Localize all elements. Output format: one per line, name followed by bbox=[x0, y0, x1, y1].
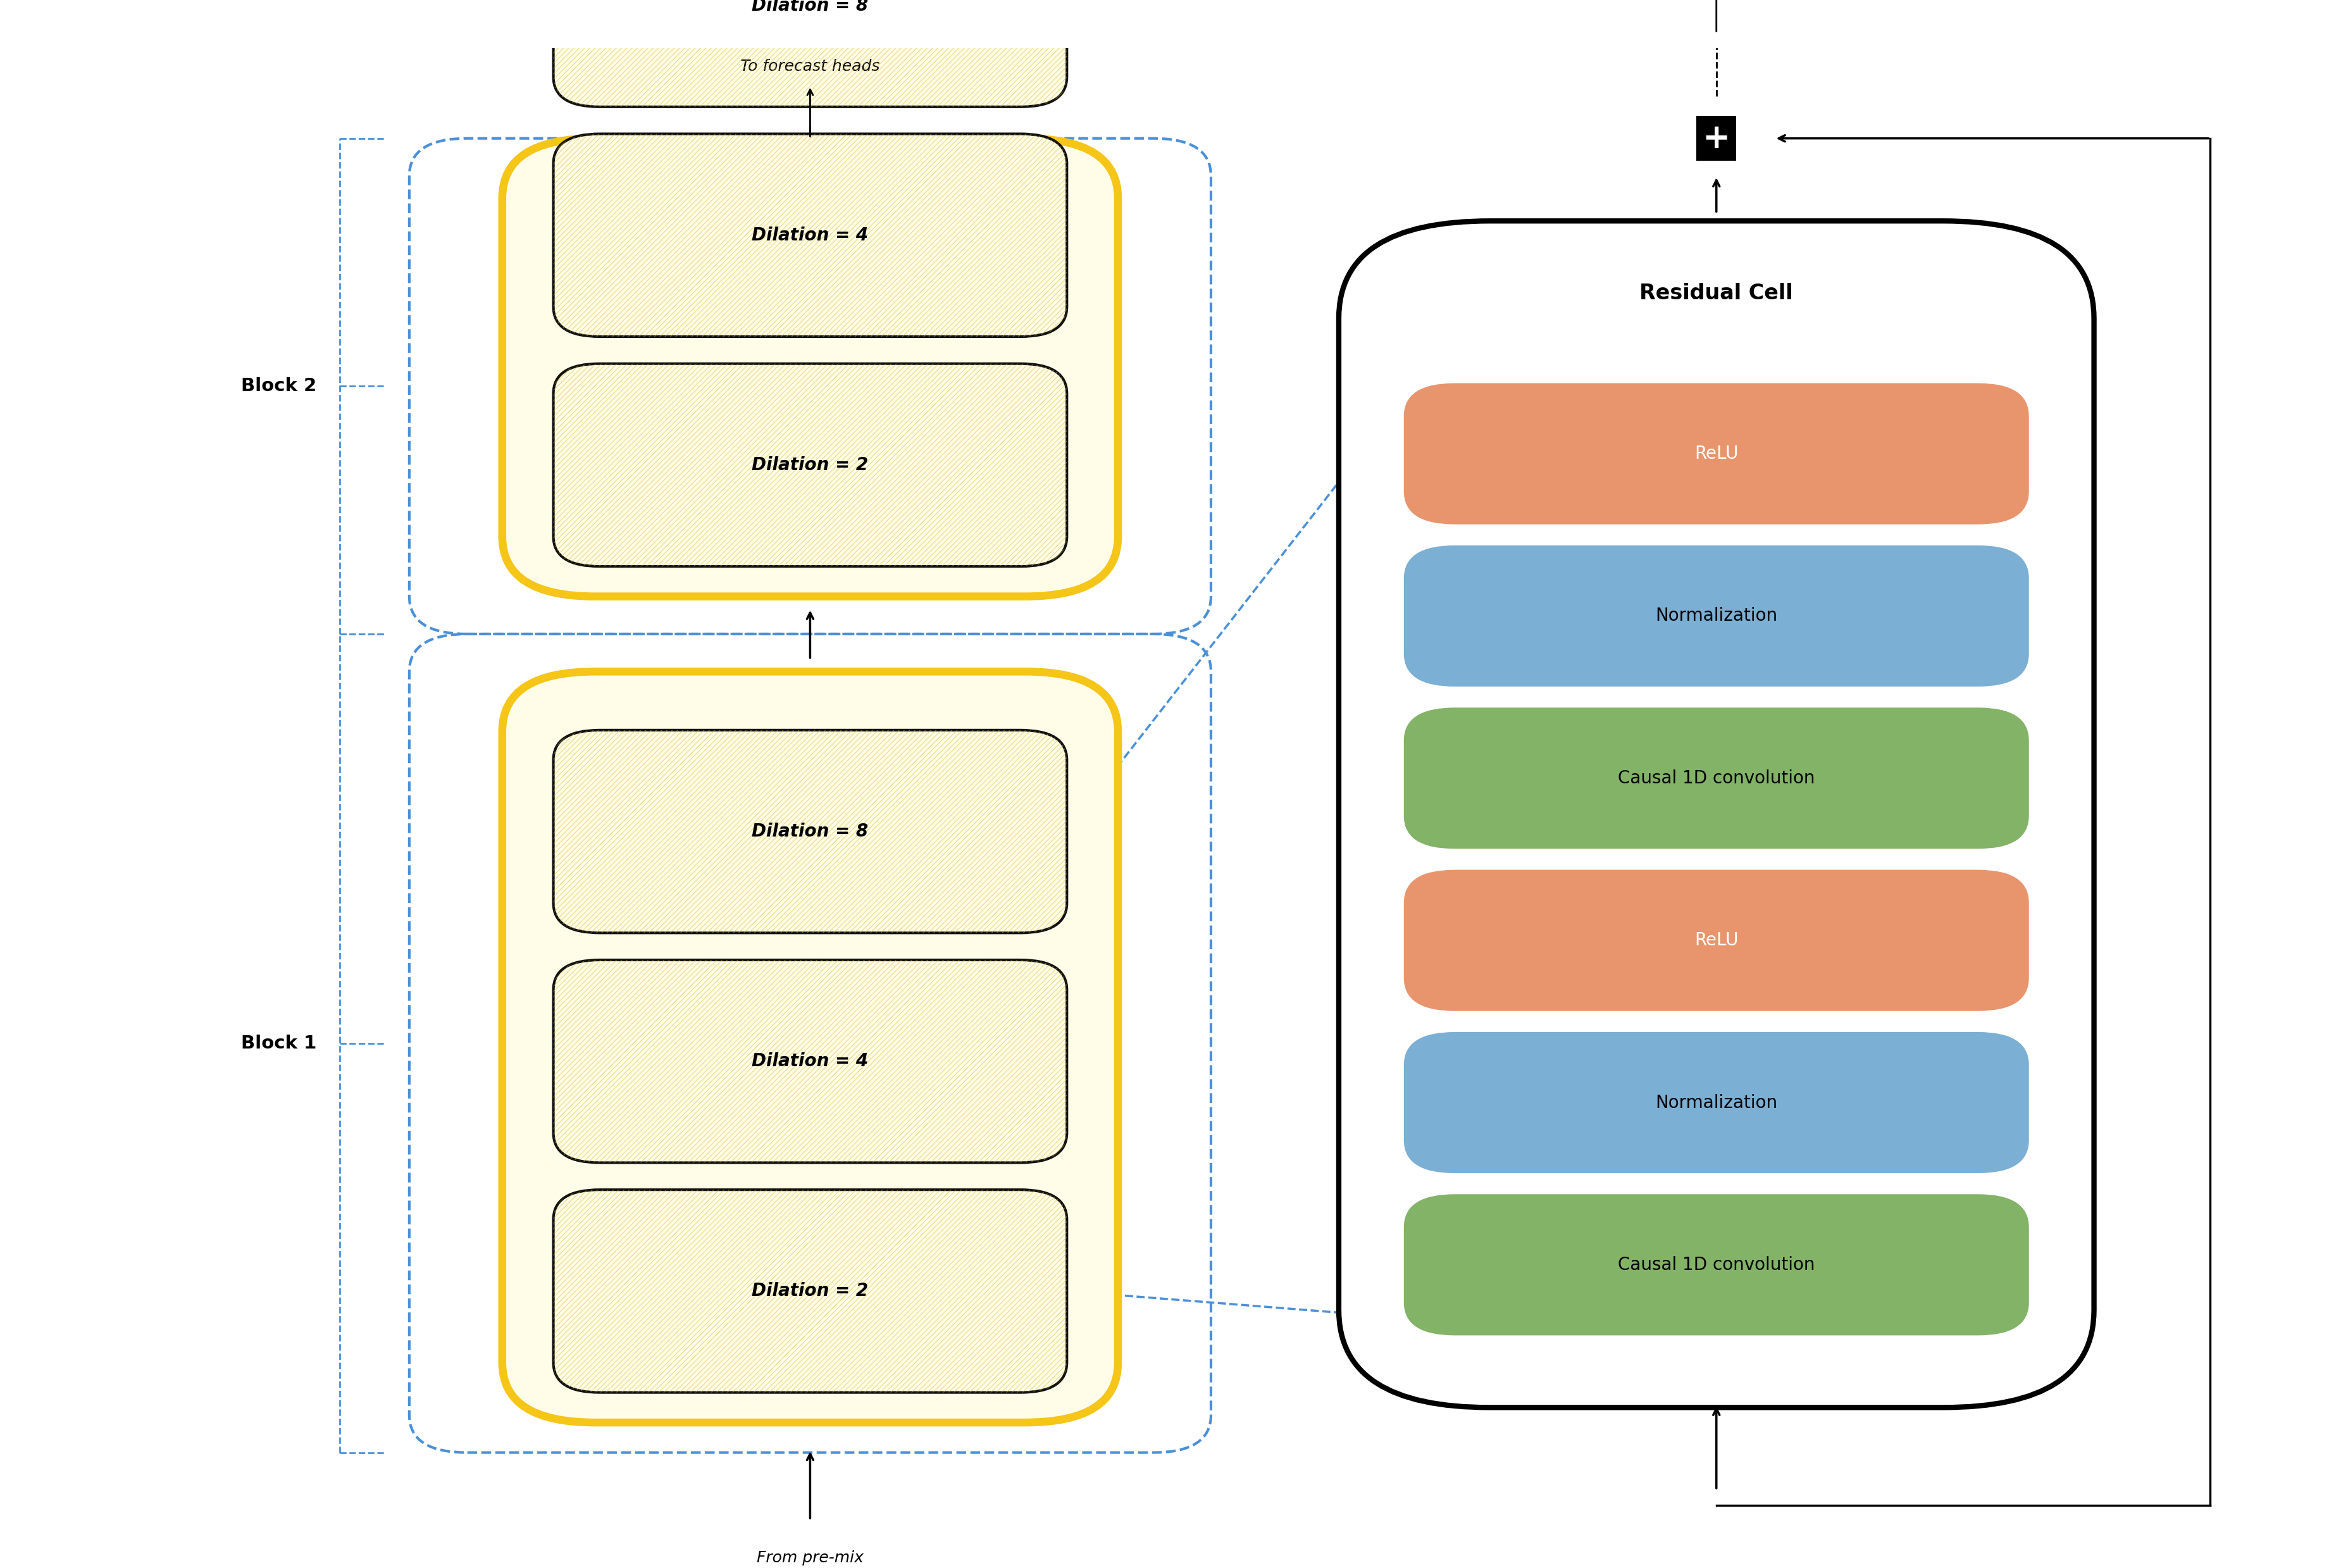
FancyBboxPatch shape bbox=[554, 1190, 1067, 1392]
FancyBboxPatch shape bbox=[503, 671, 1118, 1422]
Text: Dilation = 2: Dilation = 2 bbox=[752, 1283, 869, 1300]
Text: To forecast heads: To forecast heads bbox=[741, 58, 880, 74]
Text: Dilation = 2: Dilation = 2 bbox=[752, 456, 869, 474]
FancyBboxPatch shape bbox=[503, 138, 1118, 596]
Text: Block 1: Block 1 bbox=[240, 1035, 317, 1052]
Text: Dilation = 8: Dilation = 8 bbox=[752, 0, 869, 14]
Text: Normalization: Normalization bbox=[1656, 1094, 1777, 1112]
Text: ReLU: ReLU bbox=[1696, 931, 1737, 949]
Text: Block 2: Block 2 bbox=[240, 378, 317, 395]
FancyBboxPatch shape bbox=[554, 0, 1067, 107]
Text: Dilation = 8: Dilation = 8 bbox=[752, 823, 869, 840]
FancyBboxPatch shape bbox=[1404, 383, 2029, 524]
FancyBboxPatch shape bbox=[1339, 221, 2094, 1408]
Text: Dilation = 4: Dilation = 4 bbox=[752, 1052, 869, 1069]
Text: Residual Cell: Residual Cell bbox=[1640, 282, 1793, 304]
FancyBboxPatch shape bbox=[1404, 1032, 2029, 1173]
Text: Normalization: Normalization bbox=[1656, 607, 1777, 624]
Text: Causal 1D convolution: Causal 1D convolution bbox=[1619, 1256, 1814, 1273]
FancyBboxPatch shape bbox=[554, 133, 1067, 337]
Text: Dilation = 4: Dilation = 4 bbox=[752, 226, 869, 245]
Text: From pre-mix: From pre-mix bbox=[757, 1551, 864, 1565]
Text: Causal 1D convolution: Causal 1D convolution bbox=[1619, 770, 1814, 787]
FancyBboxPatch shape bbox=[1404, 870, 2029, 1011]
FancyBboxPatch shape bbox=[554, 364, 1067, 566]
FancyBboxPatch shape bbox=[554, 960, 1067, 1163]
FancyBboxPatch shape bbox=[1404, 546, 2029, 687]
Text: ReLU: ReLU bbox=[1696, 445, 1737, 463]
FancyBboxPatch shape bbox=[554, 731, 1067, 933]
Text: +: + bbox=[1702, 122, 1730, 155]
FancyBboxPatch shape bbox=[1404, 1195, 2029, 1336]
FancyBboxPatch shape bbox=[1404, 707, 2029, 848]
